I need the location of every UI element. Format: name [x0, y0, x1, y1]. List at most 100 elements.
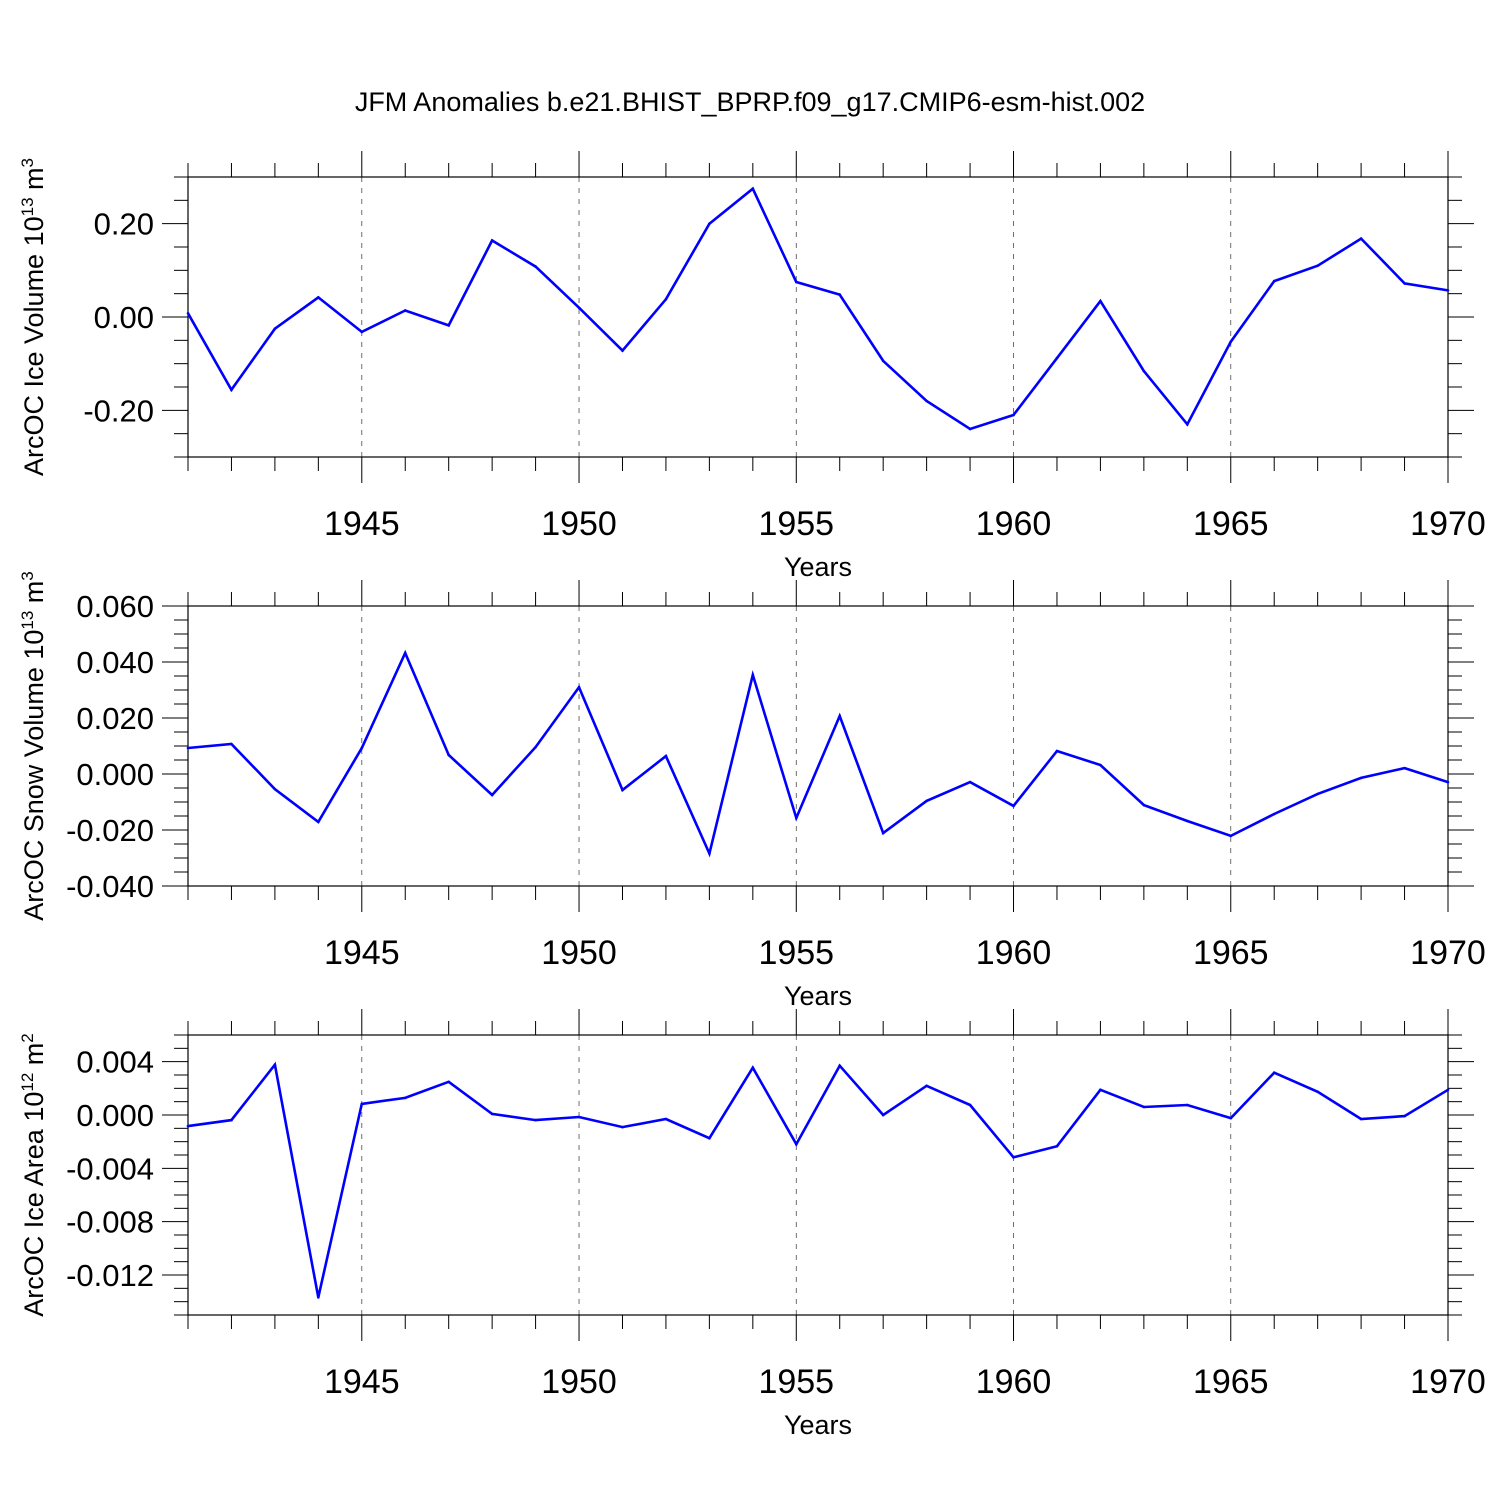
y-axis-label-text: ArcOC Snow Volume 10: [19, 630, 49, 921]
data-point-1969: [1403, 1114, 1406, 1118]
data-point-1963: [1142, 803, 1146, 807]
y-tick-label: 0.20: [94, 207, 154, 242]
data-point-1943: [273, 327, 277, 330]
data-point-1964: [1186, 819, 1189, 823]
data-point-1958: [925, 799, 928, 803]
x-tick-label: 1960: [976, 934, 1052, 972]
data-point-1961: [1055, 749, 1059, 753]
data-point-1956: [838, 714, 842, 718]
data-point-1949: [534, 1118, 537, 1122]
data-point-1956: [838, 293, 842, 296]
data-point-1962: [1099, 763, 1102, 767]
data-point-1970: [1446, 1088, 1450, 1092]
data-point-1951: [621, 788, 624, 792]
data-point-1950: [577, 685, 581, 689]
x-tick-label: 1945: [324, 505, 400, 543]
data-point-1964: [1186, 1103, 1189, 1107]
data-point-1957: [881, 831, 885, 835]
data-point-1947: [447, 1080, 450, 1084]
data-point-1963: [1142, 369, 1146, 373]
data-point-1969: [1403, 282, 1406, 285]
y-tick-label: -0.040: [66, 869, 154, 904]
data-point-1949: [534, 745, 537, 749]
data-point-1942: [230, 388, 233, 392]
y-tick-label: -0.20: [83, 393, 154, 428]
data-point-1944: [317, 820, 320, 824]
data-point-1966: [1272, 812, 1276, 816]
panels-group: -0.20 0.00 0.20 1945 1950 1955 1960 1965 1970 Yea…: [18, 151, 1486, 1440]
y-tick-label: 0.000: [76, 757, 154, 792]
y-axis-label-unit-exponent: 3: [18, 158, 37, 167]
x-tick-label: 1950: [541, 1363, 617, 1401]
y-tick-label: -0.004: [66, 1151, 154, 1186]
plot-frame: [187, 605, 1449, 887]
x-tick-label: 1945: [324, 1363, 400, 1401]
y-tick-label: -0.012: [66, 1258, 154, 1293]
data-point-1965: [1229, 1116, 1233, 1120]
data-point-1946: [403, 309, 407, 312]
y-axis-label: ArcOC Ice Area 1012 m2: [18, 1033, 49, 1317]
data-point-1945: [360, 1102, 364, 1106]
data-point-1952: [664, 754, 668, 758]
data-point-1943: [273, 1063, 277, 1067]
data-point-1958: [925, 1084, 928, 1088]
data-point-1965: [1229, 340, 1233, 344]
x-tick-label: 1955: [758, 934, 834, 972]
data-point-1968: [1359, 776, 1363, 780]
data-point-1951: [621, 1125, 624, 1129]
data-point-1965: [1229, 834, 1233, 838]
x-tick-label: 1965: [1193, 934, 1269, 972]
x-tick-label: 1965: [1193, 1363, 1269, 1401]
data-point-1950: [577, 306, 581, 309]
data-point-1949: [534, 265, 537, 268]
y-axis-label-unit-exponent: 3: [18, 571, 37, 580]
y-axis-label-unit-exponent: 2: [18, 1033, 37, 1042]
data-point-1944: [317, 1296, 320, 1299]
x-tick-label: 1965: [1193, 505, 1269, 543]
x-tick-label: 1955: [758, 1363, 834, 1401]
y-axis-label-unit: m: [19, 1043, 49, 1073]
data-point-1947: [447, 324, 450, 327]
data-point-1957: [881, 359, 885, 363]
data-point-1948: [490, 1112, 494, 1116]
x-tick-label: 1970: [1410, 934, 1486, 972]
data-point-1970: [1446, 780, 1450, 784]
data-point-1959: [968, 780, 972, 784]
data-point-1945: [360, 746, 364, 750]
data-point-1942: [230, 1118, 233, 1122]
data-point-1955: [794, 816, 798, 820]
data-point-1960: [1012, 1155, 1015, 1159]
data-point-1941: [186, 746, 190, 750]
data-point-1947: [447, 753, 450, 757]
y-axis-label: ArcOC Snow Volume 1013 m3: [18, 571, 49, 921]
data-point-1948: [490, 793, 494, 797]
y-axis-label-exponent: 13: [18, 197, 37, 216]
data-point-1961: [1055, 356, 1059, 360]
y-axis-label-text: ArcOC Ice Area 10: [19, 1092, 49, 1317]
x-tick-label: 1970: [1410, 1363, 1486, 1401]
data-point-1942: [230, 742, 233, 746]
data-point-1941: [186, 311, 190, 315]
data-point-1953: [708, 1136, 711, 1140]
data-point-1963: [1142, 1105, 1146, 1109]
y-axis-label-exponent: 12: [18, 1073, 37, 1092]
series-line: [187, 1061, 1449, 1298]
data-point-1970: [1446, 289, 1450, 292]
data-point-1967: [1316, 264, 1319, 267]
data-point-1944: [317, 296, 320, 299]
y-tick-label: 0.040: [76, 645, 154, 680]
data-point-1960: [1012, 804, 1015, 808]
data-point-1941: [186, 1124, 190, 1128]
data-point-1967: [1316, 792, 1319, 796]
data-point-1967: [1316, 1090, 1319, 1094]
panel-1: -0.20 0.00 0.20 1945 1950 1955 1960 1965 1970 Yea…: [18, 151, 1486, 582]
y-axis-label: ArcOC Ice Volume 1013 m3: [18, 158, 49, 476]
y-axis-label-exponent: 13: [18, 611, 37, 630]
x-tick-label: 1945: [324, 934, 400, 972]
x-axis-label: Years: [784, 552, 852, 582]
x-tick-label: 1955: [758, 505, 834, 543]
x-tick-label: 1970: [1410, 505, 1486, 543]
chart-title: JFM Anomalies b.e21.BHIST_BPRP.f09_g17.C…: [355, 87, 1145, 117]
data-point-1966: [1272, 279, 1276, 283]
